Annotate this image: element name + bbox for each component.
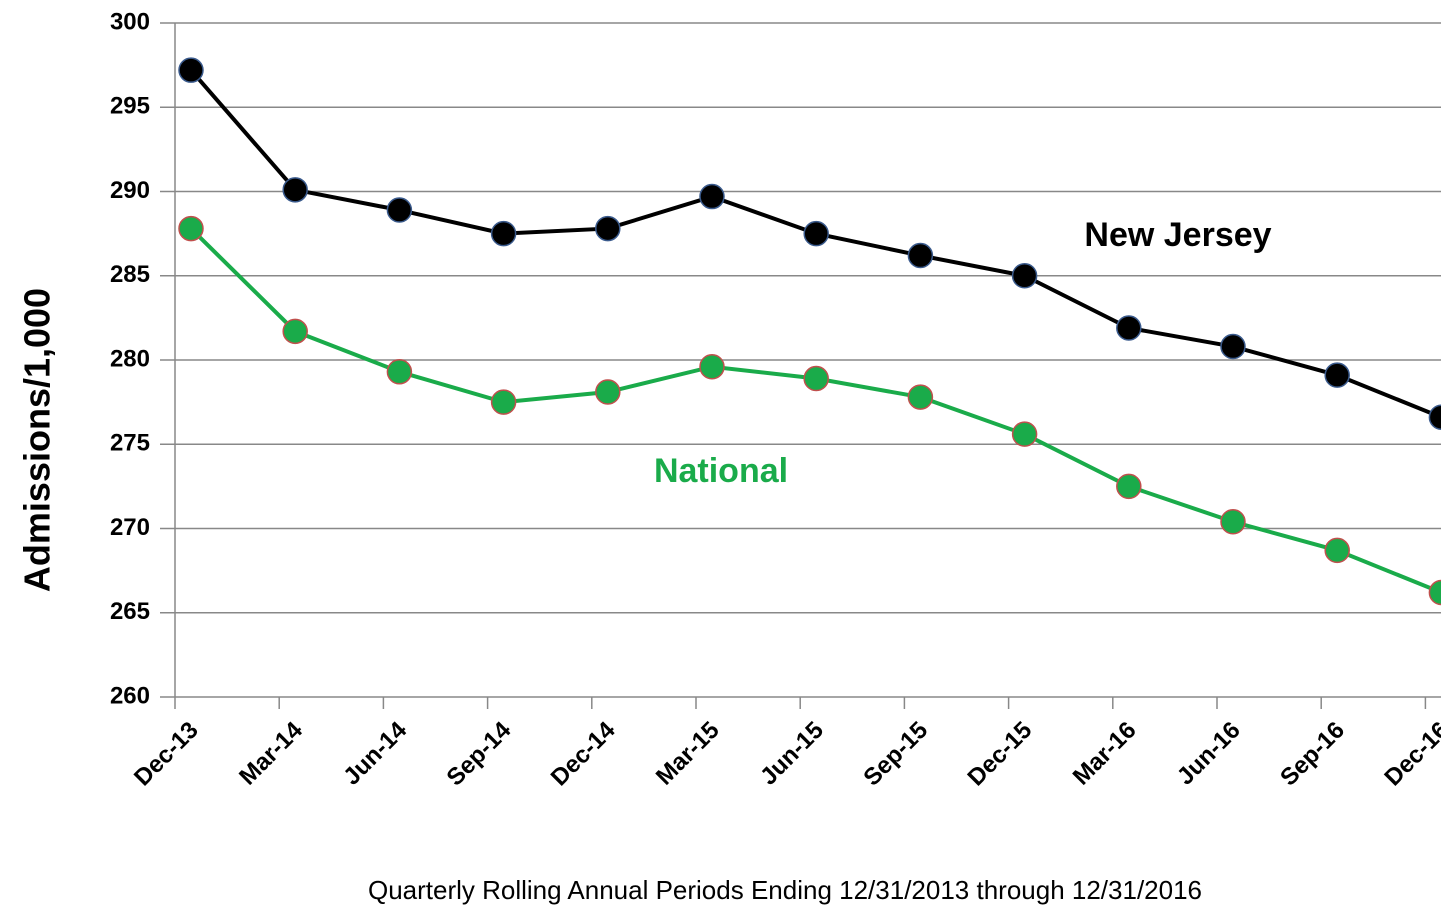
x-tick-label: Mar-15 <box>651 717 725 791</box>
y-tick-label: 280 <box>110 345 150 372</box>
marker <box>178 57 204 83</box>
y-tick-label: 265 <box>110 598 150 625</box>
x-tick-label: Mar-14 <box>234 716 308 790</box>
x-tick-label: Sep-14 <box>442 716 517 791</box>
x-tick-label: Jun-14 <box>338 716 412 790</box>
marker <box>490 389 517 415</box>
marker <box>803 220 829 247</box>
y-tick-label: 285 <box>110 261 150 288</box>
marker <box>1116 473 1142 500</box>
y-tick-label: 295 <box>110 93 150 120</box>
marker <box>178 215 204 242</box>
series-label: New Jersey <box>1084 216 1271 254</box>
marker <box>1428 404 1441 431</box>
x-tick-label: Jun-15 <box>755 717 829 791</box>
marker <box>907 242 934 269</box>
y-tick-label: 275 <box>110 430 150 457</box>
x-tick-label: Mar-16 <box>1068 717 1142 791</box>
y-tick-label: 260 <box>110 682 150 709</box>
x-tick-label: Sep-16 <box>1275 717 1350 792</box>
marker <box>1220 333 1246 360</box>
marker <box>803 365 829 392</box>
series-line <box>189 227 1441 595</box>
marker <box>1324 362 1350 388</box>
marker <box>1011 263 1038 289</box>
y-tick-label: 300 <box>110 8 150 35</box>
series-label: National <box>654 452 788 490</box>
marker <box>699 183 725 210</box>
marker <box>282 177 308 203</box>
y-tick-label: 270 <box>110 514 150 541</box>
y-tick-label: 290 <box>110 177 150 204</box>
marker <box>1220 509 1246 535</box>
marker <box>699 353 725 380</box>
marker <box>386 359 413 385</box>
x-axis-label: Quarterly Rolling Annual Periods Ending … <box>368 875 1202 905</box>
marker <box>1011 421 1038 447</box>
x-tick-label: Dec-14 <box>546 716 621 791</box>
marker <box>282 318 308 345</box>
marker <box>1428 579 1441 606</box>
x-tick-label: Dec-15 <box>963 717 1038 792</box>
x-tick-label: Jun-16 <box>1172 717 1246 791</box>
x-tick-label: Dec-16 <box>1379 717 1441 792</box>
x-tick-label: Dec-13 <box>129 717 204 792</box>
marker <box>386 197 413 223</box>
marker <box>1324 537 1350 564</box>
marker <box>490 220 517 247</box>
y-axis-label: Admissions/1,000 <box>17 288 58 592</box>
marker <box>907 384 934 410</box>
marker <box>595 215 621 242</box>
marker <box>595 379 621 405</box>
marker <box>1116 315 1142 341</box>
x-tick-label: Sep-15 <box>858 717 933 792</box>
